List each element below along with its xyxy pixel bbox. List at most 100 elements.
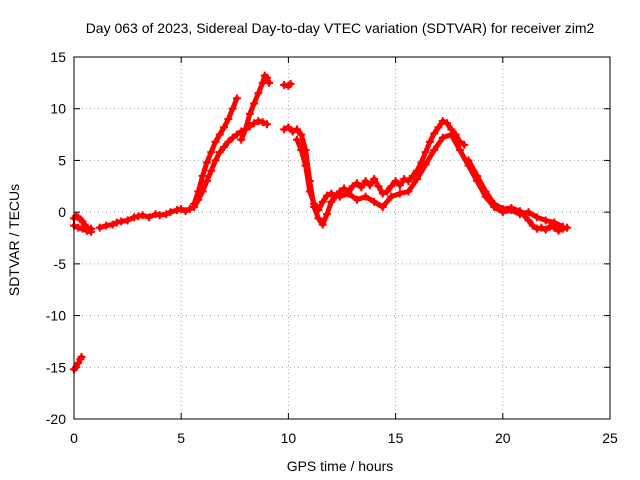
data-point <box>391 177 400 186</box>
data-point <box>353 195 362 204</box>
data-point <box>348 182 357 191</box>
data-point <box>177 205 186 214</box>
data-point <box>554 226 563 235</box>
data-point <box>378 189 387 198</box>
x-axis-label: GPS time / hours <box>287 458 394 474</box>
data-point <box>404 177 413 186</box>
data-point <box>250 119 259 128</box>
data-point <box>515 207 524 216</box>
data-point <box>211 137 220 146</box>
data-point <box>112 218 121 227</box>
data-point <box>447 130 456 139</box>
data-point <box>340 184 349 193</box>
data-point <box>284 123 293 132</box>
plot-frame <box>73 56 611 420</box>
data-point <box>87 227 96 236</box>
data-point <box>314 214 323 223</box>
data-point <box>95 223 104 232</box>
data-point <box>82 226 91 235</box>
data-point <box>528 221 537 230</box>
data-point <box>498 205 507 214</box>
data-point <box>558 224 567 233</box>
data-point <box>74 223 83 232</box>
data-point <box>232 94 241 103</box>
data-point <box>254 117 263 126</box>
y-tick-label: 15 <box>50 49 66 65</box>
y-tick-label: -15 <box>46 359 66 375</box>
data-point <box>541 216 550 225</box>
data-point <box>524 216 533 225</box>
data-point <box>318 220 327 229</box>
data-point <box>155 211 164 220</box>
data-point <box>265 78 274 87</box>
data-point <box>361 177 370 186</box>
y-tick-label: 10 <box>50 101 66 117</box>
data-point <box>262 120 271 129</box>
data-point <box>258 118 267 127</box>
data-point <box>357 183 366 192</box>
x-tick-label: 10 <box>281 430 297 446</box>
data-point <box>383 187 392 196</box>
data-point <box>365 181 374 190</box>
data-point <box>134 212 143 221</box>
data-point <box>228 133 237 142</box>
data-point <box>537 223 546 232</box>
data-point <box>72 363 81 372</box>
data-series <box>464 156 572 235</box>
data-series <box>237 71 274 144</box>
data-point <box>455 146 464 155</box>
data-point <box>387 182 396 191</box>
y-tick-label: 5 <box>58 152 66 168</box>
data-point <box>185 205 194 214</box>
data-point <box>460 140 469 149</box>
x-tick-label: 25 <box>602 430 618 446</box>
data-point <box>533 224 542 233</box>
data-point <box>228 104 237 113</box>
data-point <box>314 206 323 215</box>
data-point <box>224 137 233 146</box>
data-point <box>425 137 434 146</box>
y-tick-label: 0 <box>58 204 66 220</box>
data-point <box>117 217 126 226</box>
data-point <box>78 224 87 233</box>
data-series <box>190 94 241 208</box>
x-tick-label: 20 <box>495 430 511 446</box>
data-points <box>70 71 572 374</box>
data-point <box>215 148 224 157</box>
data-point <box>220 123 229 132</box>
data-point <box>310 199 319 208</box>
data-point <box>378 202 387 211</box>
y-tick-label: -5 <box>54 256 67 272</box>
data-point <box>245 109 254 118</box>
data-point <box>123 216 132 225</box>
data-point <box>172 206 181 215</box>
data-point <box>280 80 289 89</box>
data-point <box>464 156 473 165</box>
data-point <box>77 352 86 361</box>
data-point <box>404 187 413 196</box>
data-point <box>297 146 306 155</box>
data-point <box>202 158 211 167</box>
data-point <box>130 213 139 222</box>
data-point <box>232 130 241 139</box>
data-point <box>305 187 314 196</box>
data-point <box>370 197 379 206</box>
data-point <box>443 119 452 128</box>
data-point <box>370 175 379 184</box>
data-point <box>286 79 295 88</box>
axis-ticks: 0 5 10 15 20 25 -20 -15 -10 -5 0 5 10 15 <box>46 49 618 446</box>
data-point <box>138 211 147 220</box>
data-point <box>220 142 229 151</box>
data-point <box>297 130 306 139</box>
y-tick-label: -20 <box>46 411 66 427</box>
data-point <box>395 189 404 198</box>
data-point <box>327 189 336 198</box>
data-point <box>74 359 83 368</box>
data-point <box>190 199 199 208</box>
data-series <box>280 79 295 90</box>
data-point <box>421 160 430 169</box>
data-point <box>481 187 490 196</box>
data-point <box>241 125 250 134</box>
chart-title: Day 063 of 2023, Sidereal Day-to-day VTE… <box>86 20 595 36</box>
series-band <box>281 118 467 228</box>
